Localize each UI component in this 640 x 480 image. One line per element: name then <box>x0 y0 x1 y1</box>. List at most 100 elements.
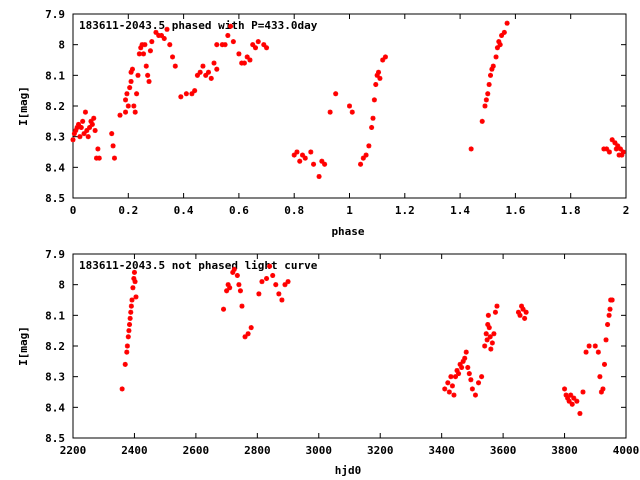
phased-data-point <box>178 94 184 100</box>
unphased-data-point <box>469 386 475 392</box>
phased-data-point <box>125 103 131 109</box>
unphased-data-point <box>264 276 270 282</box>
phased-data-point <box>297 158 303 164</box>
phased-data-point <box>382 54 388 60</box>
unphased-data-points <box>119 263 615 416</box>
phased-y-axis-title: I[mag] <box>17 86 30 126</box>
phased-data-point <box>333 91 339 97</box>
phased-data-point <box>131 103 137 109</box>
unphased-data-point <box>236 282 242 288</box>
phased-data-point <box>200 63 206 69</box>
phased-y-ticks: 7.9 8 8.1 8.2 8.3 8.4 8.5 <box>45 8 626 205</box>
phased-data-point <box>161 36 167 42</box>
unphased-x-tick-label: 2800 <box>244 444 271 457</box>
phased-data-point <box>230 39 236 45</box>
phased-data-point <box>468 146 474 152</box>
unphased-data-point <box>282 282 288 288</box>
unphased-data-point <box>488 346 494 352</box>
unphased-data-point <box>574 398 580 404</box>
phased-data-point <box>91 115 97 121</box>
unphased-data-point <box>568 392 574 398</box>
phased-data-point <box>322 161 328 167</box>
unphased-data-point <box>569 401 575 407</box>
unphased-data-point <box>126 328 132 334</box>
unphased-data-point <box>449 383 455 389</box>
phased-data-point <box>123 109 129 115</box>
unphased-x-tick-label: 3800 <box>551 444 578 457</box>
phased-data-point <box>316 174 322 180</box>
phased-x-tick-label: 2 <box>623 204 630 217</box>
phased-data-point <box>95 146 101 152</box>
phased-data-point <box>111 155 117 161</box>
unphased-data-point <box>600 386 606 392</box>
phased-data-point <box>205 69 211 75</box>
phased-data-point <box>501 29 507 35</box>
phased-data-point <box>488 72 494 78</box>
unphased-data-point <box>483 331 489 337</box>
unphased-x-tick-label: 2400 <box>121 444 148 457</box>
unphased-data-point <box>128 309 134 315</box>
unphased-y-tick-label: 8.3 <box>45 371 65 384</box>
phased-y-tick-label: 7.9 <box>45 8 65 21</box>
unphased-data-point <box>465 364 471 370</box>
phased-data-point <box>78 124 84 130</box>
phased-data-point <box>70 137 76 143</box>
phased-chart-title: 183611-2043.5 phased with P=433.0day <box>79 19 318 32</box>
unphased-data-point <box>482 343 488 349</box>
unphased-y-ticks: 7.9 8 8.1 8.2 8.3 8.4 8.5 <box>45 248 626 445</box>
unphased-data-point <box>128 303 134 309</box>
phased-data-point <box>192 88 198 94</box>
phased-y-tick-label: 8 <box>58 39 65 52</box>
unphased-data-point <box>605 322 611 328</box>
unphased-data-point <box>267 263 273 269</box>
unphased-data-point <box>122 361 128 367</box>
phased-data-point <box>369 124 375 130</box>
unphased-data-point <box>472 392 478 398</box>
phased-data-point <box>371 97 377 103</box>
unphased-data-point <box>592 343 598 349</box>
phased-light-curve-panel: 183611-2043.5 phased with P=433.0day 0 0.… <box>17 8 629 238</box>
phased-data-point <box>606 149 612 155</box>
unphased-data-point <box>583 349 589 355</box>
phased-data-point <box>311 161 317 167</box>
unphased-data-point <box>485 312 491 318</box>
unphased-data-point <box>601 361 607 367</box>
phased-data-point <box>493 54 499 60</box>
phased-y-tick-label: 8.1 <box>45 69 65 82</box>
unphased-data-point <box>131 269 137 275</box>
phased-x-tick-label: 0.6 <box>229 204 249 217</box>
unphased-data-point <box>607 306 613 312</box>
unphased-x-tick-label: 3400 <box>428 444 455 457</box>
phased-data-point <box>294 149 300 155</box>
unphased-data-point <box>484 337 490 343</box>
unphased-data-point <box>279 297 285 303</box>
unphased-data-point <box>125 334 131 340</box>
phased-data-point <box>252 45 258 51</box>
unphased-data-point <box>119 386 125 392</box>
unphased-data-point <box>273 282 279 288</box>
phased-data-point <box>214 66 220 72</box>
unphased-light-curve-panel: 183611-2043.5 not phased light curve 220… <box>17 248 639 477</box>
unphased-x-tick-label: 3600 <box>490 444 517 457</box>
phased-data-point <box>214 42 220 48</box>
phased-data-point <box>110 143 116 149</box>
unphased-data-point <box>463 349 469 355</box>
unphased-data-point <box>270 272 276 278</box>
phased-x-tick-label: 0.2 <box>118 204 138 217</box>
phased-data-point <box>132 109 138 115</box>
phased-data-point <box>149 39 155 45</box>
phased-data-points <box>70 20 626 180</box>
phased-data-point <box>358 161 364 167</box>
phased-data-point <box>183 91 189 97</box>
phased-data-point <box>89 121 95 127</box>
phased-data-point <box>117 112 123 118</box>
phased-data-point <box>261 42 267 48</box>
phased-data-point <box>373 82 379 88</box>
phased-x-tick-label: 1.4 <box>450 204 470 217</box>
unphased-x-tick-label: 2600 <box>183 444 210 457</box>
phased-data-point <box>158 32 164 38</box>
phased-x-tick-label: 0.4 <box>174 204 194 217</box>
phased-data-point <box>620 149 626 155</box>
unphased-data-point <box>451 392 457 398</box>
